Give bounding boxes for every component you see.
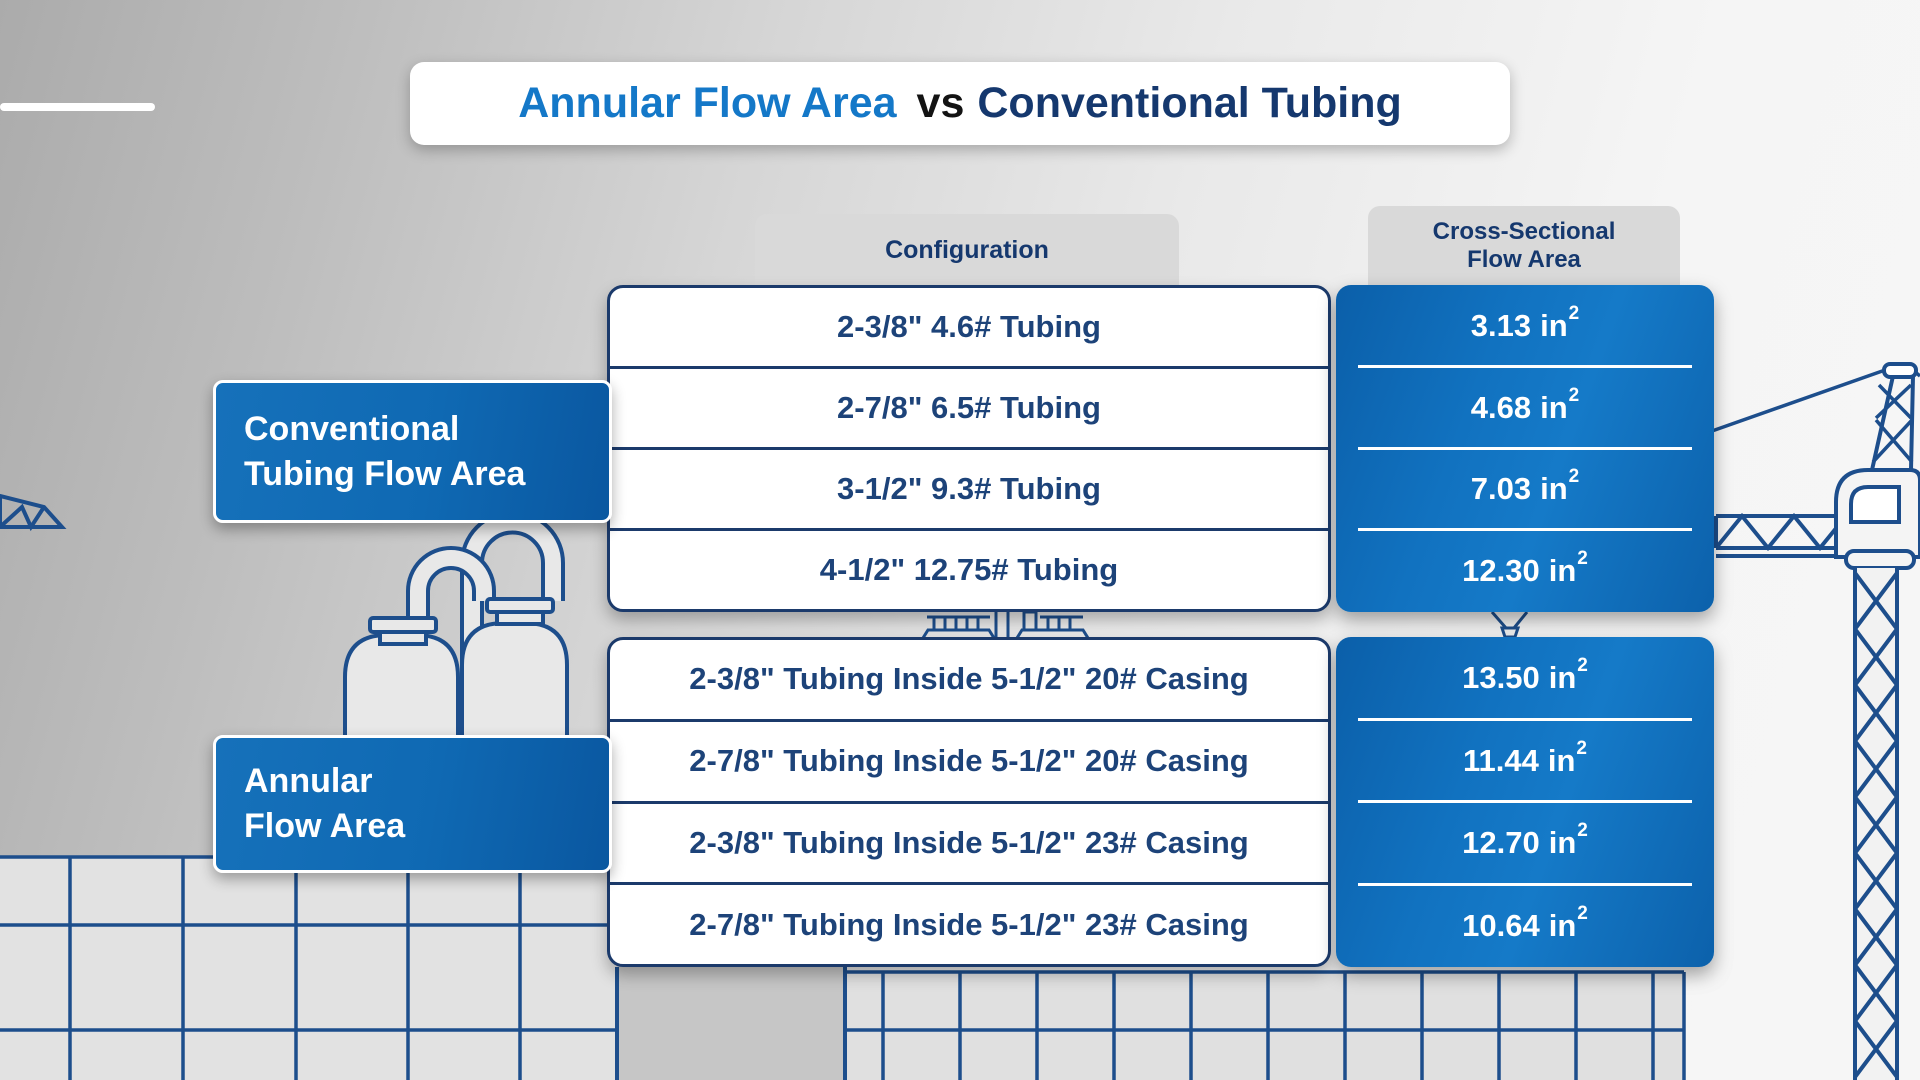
flow-area-value: 3.13 in 2 [1470,302,1580,343]
annular-config-column: 2-3/8" Tubing Inside 5-1/2" 20# Casing 2… [607,637,1331,967]
title-conventional-tubing: Conventional Tubing [977,79,1402,127]
table-row: 2-7/8" Tubing Inside 5-1/2" 23# Casing [610,882,1328,964]
tower-crane-illustration [1711,362,1920,1080]
label-annular-flow-area: Annular Flow Area [213,735,612,873]
flow-area-value: 4.68 in 2 [1336,364,1714,449]
table-row: 4-1/2" 12.75# Tubing [610,528,1328,609]
flow-area-value: 10.64 in 2 [1336,882,1714,968]
conventional-config-column: 2-3/8" 4.6# Tubing 2-7/8" 6.5# Tubing 3-… [607,285,1331,612]
construction-grid-illustration [0,855,1686,1080]
crane-jib-left-tip-illustration [0,493,67,532]
title-annular-flow-area: Annular Flow Area [518,79,897,127]
table-row: 2-7/8" 6.5# Tubing [610,366,1328,447]
label-conventional-tubing-flow-area: Conventional Tubing Flow Area [213,380,612,523]
table-row: 3-1/2" 9.3# Tubing [610,447,1328,528]
flow-area-value: 7.03 in 2 [1336,446,1714,531]
table-row: 2-7/8" Tubing Inside 5-1/2" 20# Casing [610,718,1328,801]
title-banner: Annular Flow Area vs Conventional Tubing [410,62,1510,145]
table-row: 2-3/8" 4.6# Tubing [837,309,1101,344]
conventional-values-panel: 3.13 in 2 4.68 in 2 7.03 in 2 12.30 in 2 [1336,285,1714,612]
flow-area-value: 12.30 in 2 [1336,528,1714,612]
flow-area-value: 13.50 in 2 [1462,655,1588,696]
title-vs: vs [916,79,965,127]
column-header-configuration: Configuration [755,214,1179,286]
white-cable-highlight [0,103,155,111]
flow-area-value: 11.44 in 2 [1336,717,1714,803]
table-row: 2-3/8" Tubing Inside 5-1/2" 20# Casing [689,661,1249,697]
table-row: 2-3/8" Tubing Inside 5-1/2" 23# Casing [610,800,1328,883]
column-header-flow-area: Cross-Sectional Flow Area [1368,206,1680,286]
flow-area-value: 12.70 in 2 [1336,800,1714,885]
annular-values-panel: 13.50 in 2 11.44 in 2 12.70 in 2 10.64 in 2 [1336,637,1714,967]
